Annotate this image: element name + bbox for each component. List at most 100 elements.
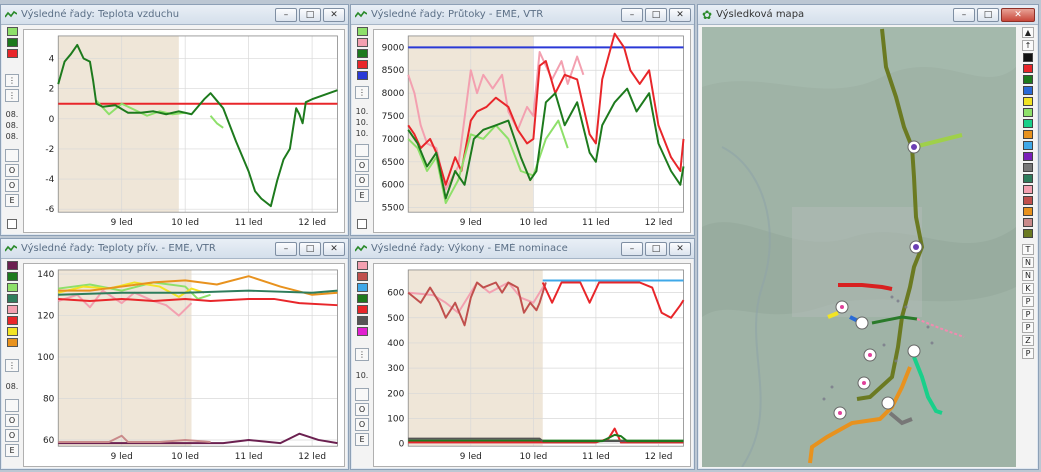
- checkbox[interactable]: [357, 219, 367, 229]
- o-button[interactable]: O: [355, 418, 369, 431]
- series-swatch[interactable]: [356, 294, 368, 303]
- e-button[interactable]: E: [355, 433, 369, 446]
- minimize-button[interactable]: –: [275, 7, 297, 22]
- close-button[interactable]: ✕: [323, 241, 345, 256]
- e-button[interactable]: E: [5, 444, 19, 457]
- legend-swatch[interactable]: [1023, 141, 1033, 150]
- window-power[interactable]: Výsledné řady: Výkony - EMĚ nominace – □…: [350, 238, 695, 470]
- legend-letter[interactable]: Z: [1022, 335, 1034, 346]
- legend-swatch[interactable]: [1023, 53, 1033, 62]
- tool-button[interactable]: [355, 144, 369, 157]
- legend-swatch[interactable]: [1023, 218, 1033, 227]
- legend-swatch[interactable]: [1023, 97, 1033, 106]
- series-swatch[interactable]: [356, 283, 368, 292]
- legend-letter[interactable]: P: [1022, 322, 1034, 333]
- tool-button[interactable]: [5, 149, 19, 162]
- series-swatch[interactable]: [6, 305, 18, 314]
- legend-swatch[interactable]: [1023, 119, 1033, 128]
- o-button[interactable]: O: [5, 179, 19, 192]
- legend-swatch[interactable]: [1023, 64, 1033, 73]
- legend-letter[interactable]: K: [1022, 283, 1034, 294]
- tool-button[interactable]: ⋮: [5, 359, 19, 372]
- tool-button[interactable]: [355, 388, 369, 401]
- legend-swatch[interactable]: [1023, 196, 1033, 205]
- maximize-button[interactable]: □: [977, 7, 999, 22]
- series-swatch[interactable]: [356, 60, 368, 69]
- series-swatch[interactable]: [6, 27, 18, 36]
- legend-letter[interactable]: P: [1022, 348, 1034, 359]
- tool-button[interactable]: [5, 399, 19, 412]
- titlebar[interactable]: Výsledné řady: Průtoky - EMĚ, VTŘ – □ ✕: [351, 5, 694, 25]
- titlebar[interactable]: Výsledné řady: Teplota vzduchu – □ ✕: [1, 5, 348, 25]
- series-swatch[interactable]: [6, 49, 18, 58]
- legend-letter[interactable]: T: [1022, 244, 1034, 255]
- legend-swatch[interactable]: [1023, 152, 1033, 161]
- legend-letter[interactable]: N: [1022, 257, 1034, 268]
- tool-button[interactable]: ⋮: [355, 86, 369, 99]
- series-swatch[interactable]: [356, 305, 368, 314]
- o-button[interactable]: O: [355, 403, 369, 416]
- chart-icon: [355, 244, 367, 251]
- close-button[interactable]: ✕: [1001, 7, 1035, 22]
- titlebar[interactable]: Výsledné řady: Výkony - EMĚ nominace – □…: [351, 239, 694, 259]
- o-button[interactable]: O: [5, 429, 19, 442]
- series-swatch[interactable]: [6, 338, 18, 347]
- o-button[interactable]: O: [355, 174, 369, 187]
- o-button[interactable]: O: [5, 164, 19, 177]
- series-swatch[interactable]: [356, 27, 368, 36]
- series-swatch[interactable]: [6, 272, 18, 281]
- series-swatch[interactable]: [6, 38, 18, 47]
- legend-swatch[interactable]: [1023, 185, 1033, 194]
- minimize-button[interactable]: –: [275, 241, 297, 256]
- e-button[interactable]: E: [355, 189, 369, 202]
- maximize-button[interactable]: □: [299, 7, 321, 22]
- close-button[interactable]: ✕: [323, 7, 345, 22]
- close-button[interactable]: ✕: [669, 7, 691, 22]
- minimize-button[interactable]: –: [621, 7, 643, 22]
- legend-letter[interactable]: P: [1022, 309, 1034, 320]
- window-flows[interactable]: Výsledné řady: Průtoky - EMĚ, VTŘ – □ ✕ …: [350, 4, 695, 236]
- tool-button[interactable]: ⋮: [355, 348, 369, 361]
- window-result-map[interactable]: ✿ Výsledková mapa – □ ✕: [697, 4, 1039, 470]
- legend-swatch[interactable]: [1023, 86, 1033, 95]
- minimize-button[interactable]: –: [621, 241, 643, 256]
- series-swatch[interactable]: [6, 316, 18, 325]
- checkbox[interactable]: [7, 219, 17, 229]
- o-button[interactable]: O: [355, 159, 369, 172]
- maximize-button[interactable]: □: [645, 241, 667, 256]
- series-swatch[interactable]: [6, 294, 18, 303]
- e-button[interactable]: E: [5, 194, 19, 207]
- legend-swatch[interactable]: [1023, 75, 1033, 84]
- legend-swatch[interactable]: [1023, 229, 1033, 238]
- series-swatch[interactable]: [356, 49, 368, 58]
- result-map[interactable]: [702, 27, 1016, 467]
- legend-swatch[interactable]: [1023, 130, 1033, 139]
- window-supply-temperatures[interactable]: Výsledné řady: Teploty přív. - EMĚ, VTŘ …: [0, 238, 349, 470]
- close-button[interactable]: ✕: [669, 241, 691, 256]
- series-swatch[interactable]: [356, 261, 368, 270]
- series-swatch[interactable]: [356, 38, 368, 47]
- legend-swatch[interactable]: [1023, 207, 1033, 216]
- scroll-up-button[interactable]: ▲: [1022, 27, 1034, 38]
- tool-button[interactable]: ⋮: [5, 89, 19, 102]
- series-swatch[interactable]: [6, 327, 18, 336]
- maximize-button[interactable]: □: [645, 7, 667, 22]
- legend-swatch[interactable]: [1023, 108, 1033, 117]
- series-swatch[interactable]: [6, 283, 18, 292]
- window-air-temperature[interactable]: Výsledné řady: Teplota vzduchu – □ ✕ ⋮ ⋮…: [0, 4, 349, 236]
- titlebar[interactable]: Výsledné řady: Teploty přív. - EMĚ, VTŘ …: [1, 239, 348, 259]
- series-swatch[interactable]: [356, 71, 368, 80]
- o-button[interactable]: O: [5, 414, 19, 427]
- legend-letter[interactable]: N: [1022, 270, 1034, 281]
- tool-button[interactable]: ⋮: [5, 74, 19, 87]
- series-swatch[interactable]: [356, 272, 368, 281]
- series-swatch[interactable]: [356, 316, 368, 325]
- titlebar[interactable]: ✿ Výsledková mapa – □ ✕: [698, 5, 1038, 25]
- minimize-button[interactable]: –: [953, 7, 975, 22]
- series-swatch[interactable]: [6, 261, 18, 270]
- maximize-button[interactable]: □: [299, 241, 321, 256]
- legend-letter[interactable]: P: [1022, 296, 1034, 307]
- series-swatch[interactable]: [356, 327, 368, 336]
- legend-swatch[interactable]: [1023, 174, 1033, 183]
- legend-swatch[interactable]: [1023, 163, 1033, 172]
